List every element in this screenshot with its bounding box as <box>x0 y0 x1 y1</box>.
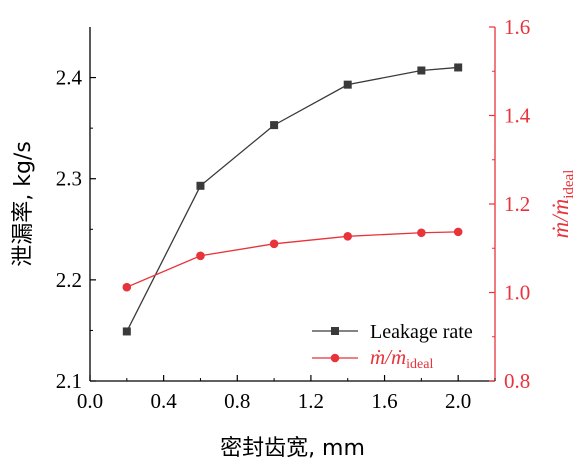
right-y-tick-label: 0.8 <box>504 369 530 393</box>
series-line-leakage-rate <box>126 66 459 332</box>
x-tick-label: 0.8 <box>224 389 250 413</box>
legend-marker-circle <box>330 353 340 363</box>
left-y-axis-title: 泄漏率, kg/s <box>11 141 36 267</box>
data-point-square <box>454 63 463 72</box>
x-tick-label: 2.0 <box>445 389 471 413</box>
legend-label-main: ṁ/ṁ <box>370 345 406 369</box>
left-y-tick-label: 2.1 <box>56 369 82 393</box>
data-point-square <box>343 80 352 89</box>
legend-label-mass-flow-ratio: ṁ/ṁideal <box>370 345 433 372</box>
left-y-tick-label: 2.2 <box>56 268 82 292</box>
right-y-axis-title-main: ṁ/ṁ <box>548 199 573 239</box>
data-point-circle <box>453 227 463 237</box>
data-point-square <box>417 66 426 75</box>
left-y-tick-label: 2.4 <box>56 66 83 90</box>
left-y-tick-label: 2.3 <box>56 167 82 191</box>
right-y-tick-label: 1.6 <box>504 15 530 39</box>
x-tick-label: 0.4 <box>151 389 178 413</box>
data-point-circle <box>343 232 353 241</box>
legend-label-leakage-rate: Leakage rate <box>370 321 473 343</box>
series-line-mass-flow-ratio <box>126 231 459 288</box>
right-y-axis-title: ṁ/ṁideal <box>548 170 577 239</box>
x-tick-label: 0.0 <box>77 389 103 413</box>
data-point-square <box>196 181 205 190</box>
x-axis-title: 密封齿宽, mm <box>220 436 365 461</box>
x-tick-label: 1.2 <box>298 389 324 413</box>
data-point-circle <box>122 282 132 292</box>
legend-label-subscript: ideal <box>406 357 433 372</box>
right-y-tick-label: 1.0 <box>504 281 530 305</box>
right-y-tick-label: 1.4 <box>504 104 531 128</box>
right-y-axis-title-subscript: ideal <box>561 170 577 199</box>
legend-marker-square <box>331 327 339 335</box>
data-point-square <box>122 327 131 336</box>
right-y-tick-label: 1.2 <box>504 192 530 216</box>
data-point-circle <box>269 239 279 249</box>
x-tick-label: 1.6 <box>371 389 397 413</box>
data-point-circle <box>196 251 205 261</box>
data-point-square <box>270 121 279 130</box>
data-point-circle <box>417 228 426 238</box>
